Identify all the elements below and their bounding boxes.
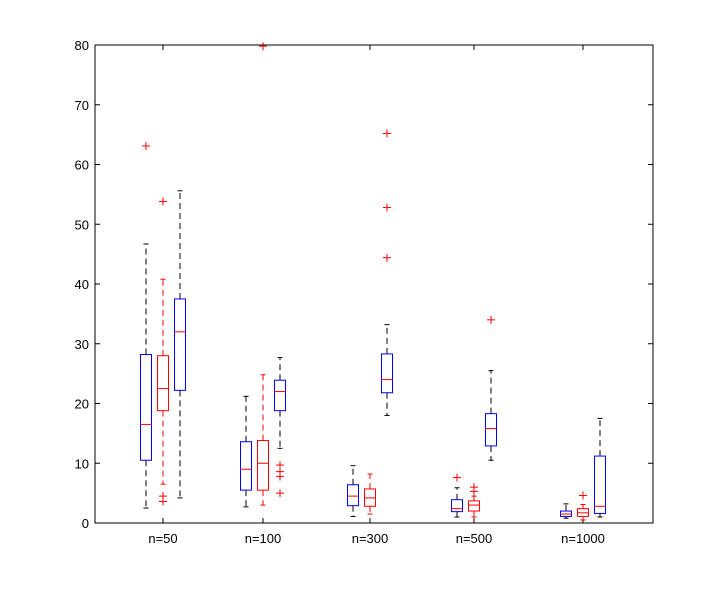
box-1-1 bbox=[257, 42, 269, 506]
outlier-marker bbox=[383, 129, 391, 138]
box-2-1 bbox=[364, 473, 376, 515]
y-tick-label: 10 bbox=[75, 456, 89, 471]
y-tick-label: 20 bbox=[75, 397, 89, 412]
box-body bbox=[347, 484, 359, 507]
outlier-marker bbox=[453, 473, 461, 482]
axis-ticks bbox=[95, 44, 653, 524]
y-tick-label: 30 bbox=[75, 337, 89, 352]
outlier-marker bbox=[159, 497, 167, 506]
box-body bbox=[140, 354, 152, 461]
x-tick-label: n=1000 bbox=[561, 531, 605, 546]
box-3-2 bbox=[485, 315, 497, 461]
box-body bbox=[594, 455, 606, 514]
box-body bbox=[485, 413, 497, 447]
outlier-marker bbox=[276, 489, 284, 498]
box-body bbox=[468, 500, 480, 512]
outlier-marker bbox=[383, 203, 391, 212]
box-body bbox=[257, 440, 269, 491]
box-body bbox=[381, 353, 393, 394]
y-tick-label: 50 bbox=[75, 217, 89, 232]
box-2-0 bbox=[347, 465, 359, 517]
outlier-marker bbox=[159, 197, 167, 206]
outlier-marker bbox=[142, 141, 150, 150]
box-4-0 bbox=[560, 503, 572, 519]
box-body bbox=[157, 355, 169, 412]
box-0-2 bbox=[174, 190, 186, 499]
y-tick-label: 0 bbox=[82, 516, 89, 531]
box-3-1 bbox=[468, 483, 480, 518]
outlier-marker bbox=[470, 487, 478, 496]
box-body bbox=[451, 499, 463, 513]
x-tick-label: n=50 bbox=[148, 531, 177, 546]
box-0-0 bbox=[140, 141, 152, 509]
box-2-2 bbox=[381, 129, 393, 416]
y-tick-label: 60 bbox=[75, 158, 89, 173]
outlier-marker bbox=[487, 315, 495, 324]
box-1-0 bbox=[240, 395, 252, 508]
box-4-1 bbox=[577, 491, 589, 521]
box-0-1 bbox=[157, 197, 169, 506]
box-series bbox=[140, 42, 606, 521]
y-tick-label: 70 bbox=[75, 98, 89, 113]
y-tick-label: 40 bbox=[75, 277, 89, 292]
box-body bbox=[240, 441, 252, 491]
box-4-2 bbox=[594, 417, 606, 518]
axes-frame bbox=[94, 44, 654, 524]
box-body bbox=[174, 298, 186, 391]
x-tick-label: n=100 bbox=[245, 531, 282, 546]
box-1-2 bbox=[274, 356, 286, 498]
outlier-marker bbox=[579, 491, 587, 500]
box-3-0 bbox=[451, 473, 463, 518]
outlier-marker bbox=[259, 42, 267, 51]
outlier-marker bbox=[383, 253, 391, 262]
y-tick-label: 80 bbox=[75, 38, 89, 53]
x-tick-label: n=300 bbox=[352, 531, 389, 546]
outlier-marker bbox=[276, 472, 284, 481]
box-body bbox=[274, 379, 286, 412]
x-tick-label: n=500 bbox=[456, 531, 493, 546]
tick-labels: 0 10 20 30 40 50 60 70 80 n=50 n=100 n=300 n=500 n=10… bbox=[75, 38, 605, 546]
